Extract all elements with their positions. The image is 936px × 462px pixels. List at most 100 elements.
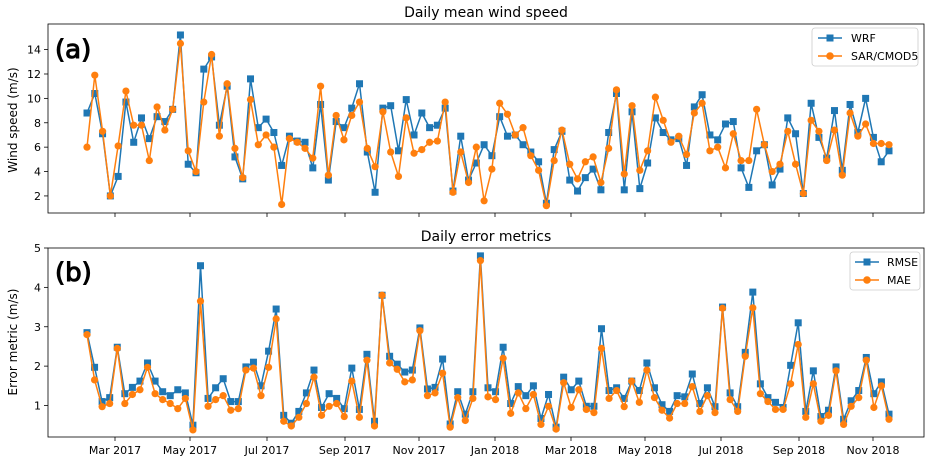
x-tick-label: Sep 2018: [773, 444, 825, 457]
series-layer-wind-speed: [83, 31, 893, 210]
data-point: [439, 355, 447, 363]
data-point: [862, 94, 870, 102]
data-point: [302, 399, 311, 408]
data-point: [567, 386, 575, 394]
data-point: [776, 160, 784, 168]
y-tick-label: 10: [27, 92, 41, 105]
data-point: [433, 121, 441, 129]
data-point: [745, 156, 753, 165]
data-point: [122, 98, 130, 106]
data-point: [90, 376, 99, 384]
data-point: [416, 327, 424, 335]
data-point: [503, 110, 512, 118]
data-point: [488, 152, 496, 160]
data-point: [212, 384, 220, 392]
data-point: [838, 171, 846, 179]
data-point: [688, 383, 696, 391]
data-point: [293, 138, 301, 146]
data-point: [257, 382, 265, 390]
data-point: [792, 130, 800, 138]
data-point: [854, 132, 862, 140]
data-point: [550, 156, 558, 165]
data-point: [431, 383, 439, 391]
data-point: [379, 104, 387, 112]
data-point: [449, 188, 457, 196]
data-point: [737, 164, 745, 172]
y-tick-label: 14: [27, 44, 41, 57]
legend-marker-sar: [826, 52, 834, 60]
data-point: [249, 364, 258, 372]
data-point: [768, 167, 776, 176]
data-point: [756, 390, 764, 398]
legend-error-metrics: RMSE MAE: [849, 251, 921, 291]
data-point: [91, 90, 99, 98]
x-tick-label: May 2018: [618, 444, 672, 457]
x-ticks-error-metrics: Mar 2017 May 2017 Jul 2017 Sep 2017 Nov 2017…: [89, 437, 899, 457]
data-point: [153, 103, 161, 111]
data-point: [219, 392, 227, 400]
data-point: [278, 161, 286, 169]
data-point: [270, 129, 278, 137]
data-point: [681, 393, 689, 401]
data-point: [507, 400, 515, 408]
data-point: [301, 144, 309, 152]
data-point: [287, 422, 295, 430]
data-point: [145, 135, 153, 143]
data-point: [605, 394, 613, 403]
data-point: [91, 363, 99, 371]
chart-title-wind-speed: Daily mean wind speed: [404, 5, 568, 21]
data-point: [363, 356, 371, 364]
data-point: [688, 370, 696, 378]
data-point: [552, 425, 560, 433]
data-point: [113, 344, 121, 353]
data-point: [441, 98, 449, 106]
series-line-sar-cmod5: [86, 42, 890, 207]
data-point: [464, 178, 473, 187]
data-point: [605, 387, 613, 395]
data-point: [143, 363, 152, 371]
data-point: [192, 167, 200, 176]
data-point: [659, 129, 667, 137]
data-point: [529, 390, 537, 399]
data-point: [98, 398, 106, 406]
data-point: [589, 153, 597, 161]
data-point: [91, 71, 99, 79]
data-point: [196, 297, 205, 305]
data-point: [496, 113, 504, 121]
data-point: [454, 394, 462, 402]
data-point: [457, 132, 465, 140]
data-point: [246, 96, 255, 104]
data-point: [658, 401, 666, 409]
data-point: [870, 403, 878, 412]
data-point: [560, 379, 568, 387]
data-point: [703, 392, 712, 400]
data-point: [151, 377, 159, 385]
data-point: [815, 133, 823, 141]
data-point: [635, 398, 643, 406]
data-point: [832, 367, 840, 375]
data-point: [174, 405, 182, 413]
data-point: [137, 121, 146, 129]
data-point: [418, 109, 426, 117]
panel-error-metrics: Daily error metrics 1 2 3 4 5 Error metric (…: [6, 229, 925, 457]
data-point: [295, 407, 303, 415]
data-point: [363, 350, 371, 358]
legend-label-rmse: RMSE: [887, 256, 918, 269]
plot-area-wind-speed: [47, 23, 925, 214]
data-point: [433, 137, 441, 145]
data-point: [644, 147, 652, 155]
legend-label-mae: MAE: [887, 274, 911, 287]
data-point: [612, 86, 621, 94]
data-point: [121, 399, 129, 408]
data-point: [176, 39, 185, 48]
data-point: [114, 172, 122, 180]
data-point: [106, 192, 114, 200]
data-point: [257, 392, 265, 400]
data-point: [394, 172, 403, 181]
data-point: [869, 133, 877, 141]
data-point: [496, 99, 504, 107]
chart-title-error-metrics: Daily error metrics: [421, 229, 552, 245]
data-point: [272, 315, 280, 323]
data-point: [855, 394, 863, 402]
x-tick-label: May 2017: [163, 444, 217, 457]
